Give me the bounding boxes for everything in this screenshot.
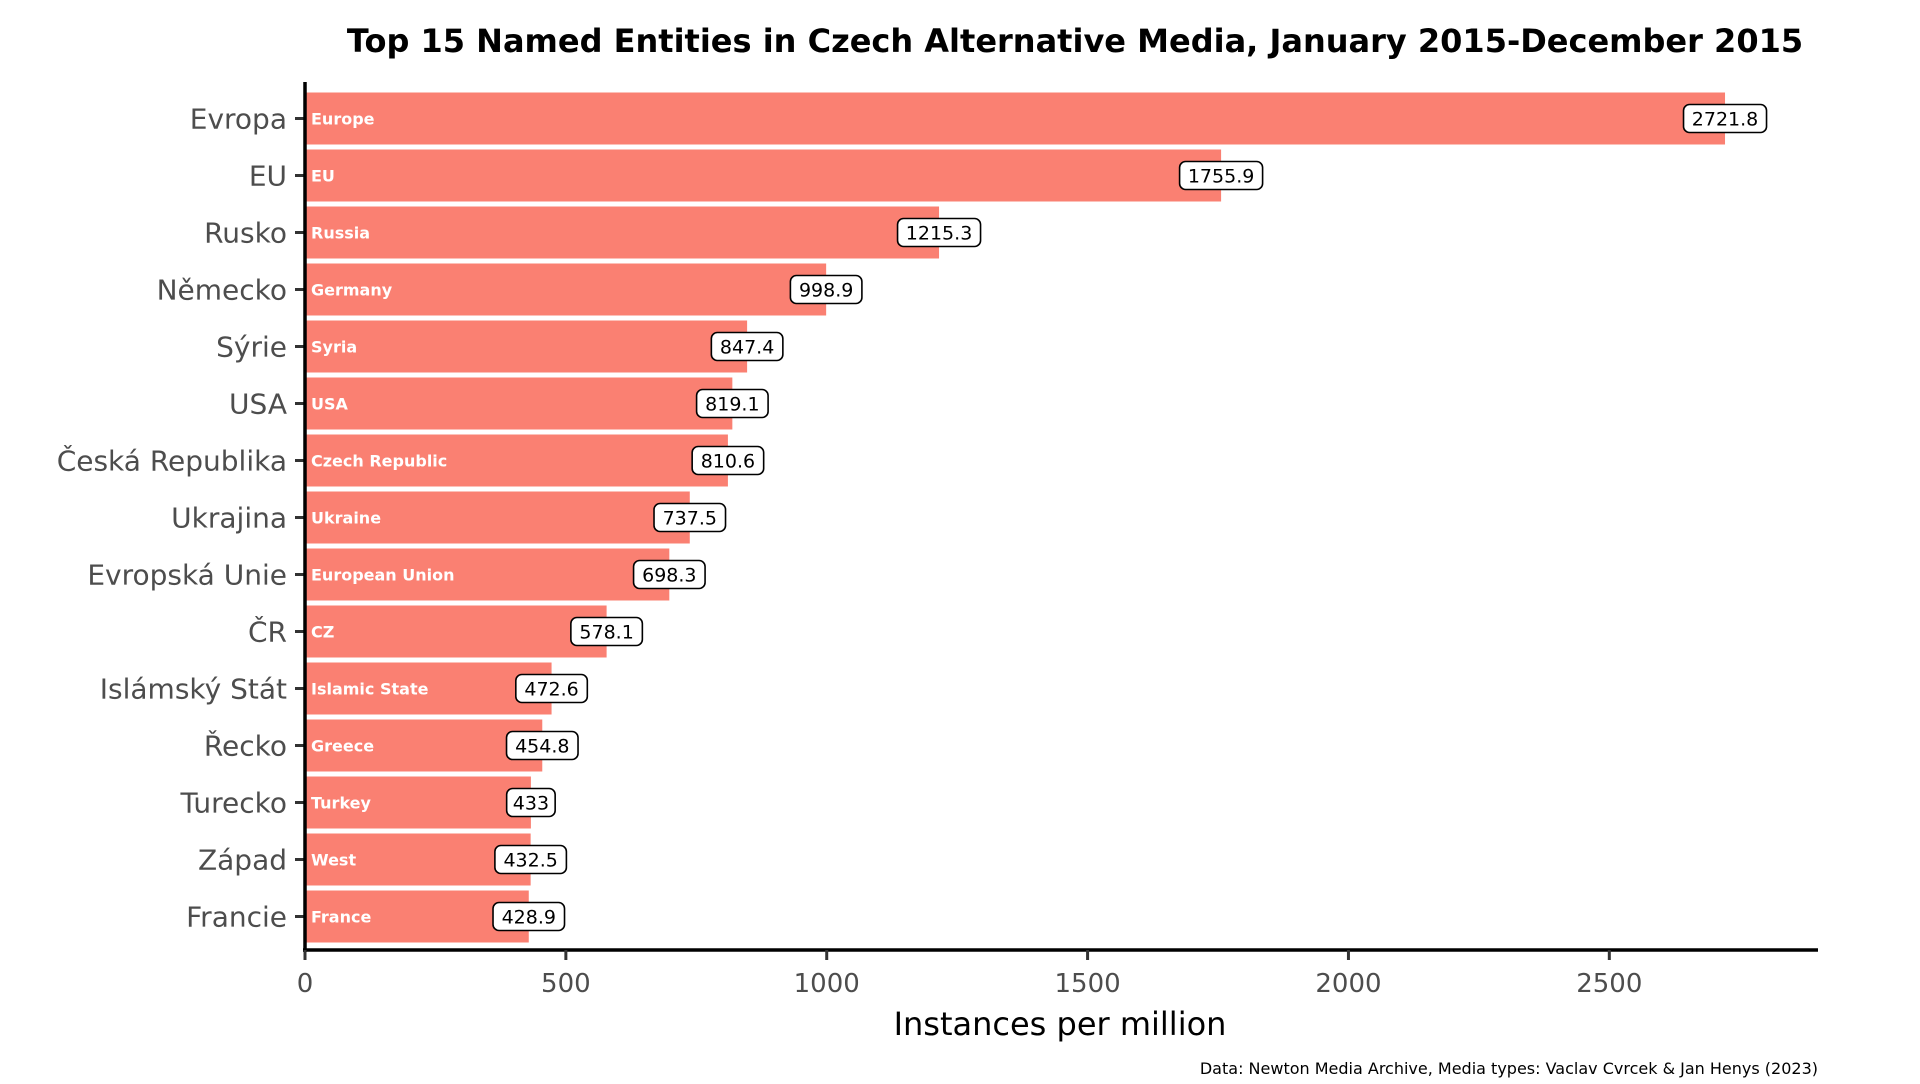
x-tick-label: 0 bbox=[297, 969, 314, 999]
value-label-box bbox=[710, 331, 784, 362]
bar bbox=[305, 263, 827, 316]
value-label: 737.5 bbox=[663, 508, 717, 530]
value-label: 810.6 bbox=[701, 451, 755, 473]
bar-inner-label: Turkey bbox=[311, 794, 372, 813]
x-tick-label: 2500 bbox=[1576, 969, 1642, 999]
value-label-box bbox=[896, 217, 982, 248]
value-label: 454.8 bbox=[515, 736, 569, 758]
value-label-box bbox=[653, 502, 727, 533]
value-label-box bbox=[789, 274, 863, 305]
x-tick-label: 2000 bbox=[1315, 969, 1381, 999]
bar-inner-label: Ukraine bbox=[311, 509, 381, 528]
value-label: 1755.9 bbox=[1188, 166, 1254, 188]
value-label: 578.1 bbox=[579, 622, 633, 644]
y-tick-label: Evropská Unie bbox=[87, 559, 287, 592]
y-tick-label: EU bbox=[249, 160, 287, 193]
bar bbox=[305, 719, 543, 772]
bar-inner-label: USA bbox=[311, 395, 349, 414]
value-label: 428.9 bbox=[502, 907, 556, 929]
value-label-box bbox=[505, 787, 556, 818]
bar-inner-label: Germany bbox=[311, 281, 393, 300]
bar bbox=[305, 662, 552, 715]
value-label: 433 bbox=[513, 793, 549, 815]
bar-inner-label: Greece bbox=[311, 737, 374, 756]
bar-inner-label: Islamic State bbox=[311, 680, 429, 699]
y-tick-label: USA bbox=[229, 388, 287, 421]
bar-inner-label: Czech Republic bbox=[311, 452, 447, 471]
bar bbox=[305, 548, 670, 601]
bar bbox=[305, 434, 728, 487]
y-tick-label: Islámský Stát bbox=[100, 673, 287, 706]
value-label-box bbox=[695, 388, 769, 419]
value-label-box bbox=[691, 445, 765, 476]
y-tick-label: Německo bbox=[157, 274, 287, 307]
chart-title: Top 15 Named Entities in Czech Alternati… bbox=[347, 22, 1803, 60]
value-label: 698.3 bbox=[642, 565, 696, 587]
value-label: 2721.8 bbox=[1692, 109, 1758, 131]
value-label: 819.1 bbox=[705, 394, 759, 416]
x-tick-label: 1500 bbox=[1055, 969, 1121, 999]
bar-inner-label: France bbox=[311, 908, 371, 927]
value-label-box bbox=[1682, 103, 1768, 134]
bar-inner-label: EU bbox=[311, 167, 335, 186]
value-label: 998.9 bbox=[799, 280, 853, 302]
x-axis-title: Instances per million bbox=[894, 1005, 1227, 1043]
chart-caption: Data: Newton Media Archive, Media types:… bbox=[1200, 1059, 1818, 1078]
axes-layer: Evropa EU Rusko Německo Sýrie USA Česká Republ… bbox=[57, 82, 1818, 999]
value-label: 432.5 bbox=[503, 850, 557, 872]
value-label-box bbox=[492, 901, 566, 932]
value-label-box bbox=[505, 730, 579, 761]
bar-inner-label: Russia bbox=[311, 224, 370, 243]
y-tick-label: Rusko bbox=[204, 217, 287, 250]
x-tick-label: 1000 bbox=[794, 969, 860, 999]
y-tick-label: Turecko bbox=[180, 787, 287, 820]
y-tick-label: Řecko bbox=[204, 729, 287, 763]
bar bbox=[305, 206, 940, 259]
bar bbox=[305, 377, 733, 430]
bar bbox=[305, 776, 531, 829]
y-tick-label: ČR bbox=[248, 615, 287, 649]
bar bbox=[305, 320, 748, 373]
bar-inner-label: West bbox=[311, 851, 356, 870]
x-tick-label: 500 bbox=[541, 969, 591, 999]
value-label: 847.4 bbox=[720, 337, 774, 359]
value-label-box bbox=[494, 844, 568, 875]
bar bbox=[305, 92, 1726, 145]
bars-layer: Europe 2721.8 EU 1755.9 Russia 1215.3 Germany 9… bbox=[305, 92, 1768, 943]
y-tick-label: Evropa bbox=[190, 103, 287, 136]
value-label: 1215.3 bbox=[906, 223, 972, 245]
bar bbox=[305, 605, 607, 658]
y-tick-label: Francie bbox=[186, 901, 287, 934]
bar-inner-label: European Union bbox=[311, 566, 455, 585]
y-tick-label: Ukrajina bbox=[171, 502, 287, 535]
bar bbox=[305, 890, 529, 943]
bar-inner-label: Syria bbox=[311, 338, 357, 357]
value-label-box bbox=[1178, 160, 1264, 191]
value-label: 472.6 bbox=[524, 679, 578, 701]
value-label-box bbox=[515, 673, 589, 704]
bar bbox=[305, 149, 1222, 202]
value-label-box bbox=[570, 616, 644, 647]
y-tick-label: Západ bbox=[198, 844, 287, 877]
y-tick-label: Česká Republika bbox=[57, 444, 287, 478]
value-label-box bbox=[632, 559, 706, 590]
y-tick-label: Sýrie bbox=[216, 331, 287, 364]
bar bbox=[305, 833, 531, 886]
bar-inner-label: CZ bbox=[311, 623, 334, 642]
bar-inner-label: Europe bbox=[311, 110, 375, 129]
bar bbox=[305, 491, 690, 544]
